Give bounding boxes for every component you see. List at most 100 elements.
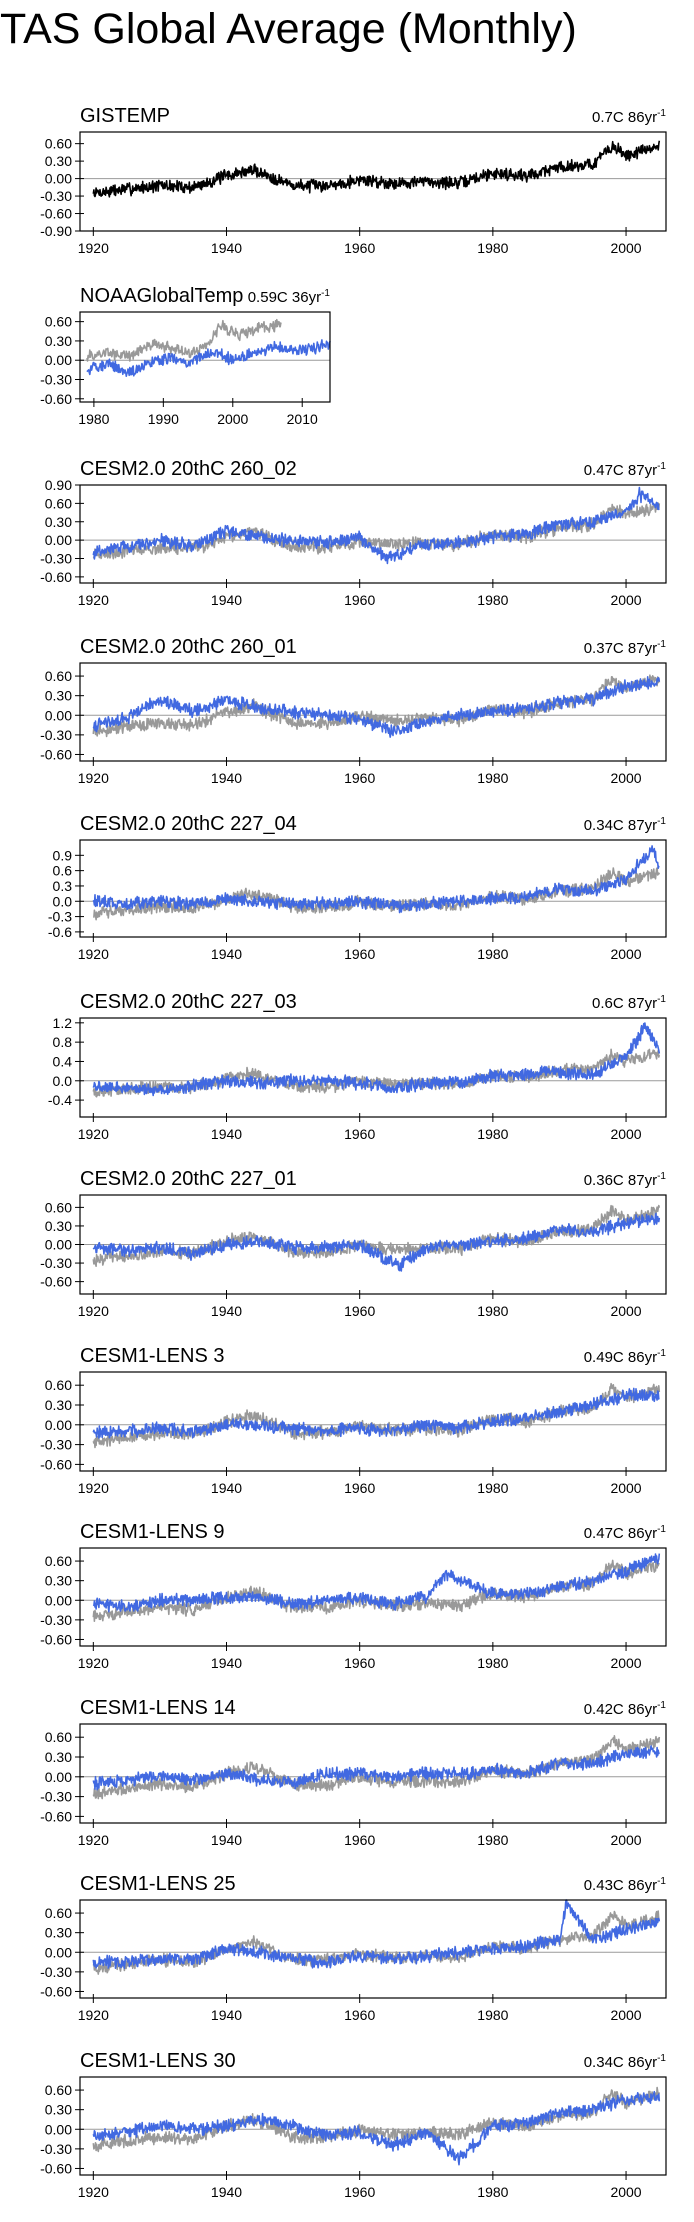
x-tick-label: 1920 — [78, 2007, 109, 2023]
x-tick-label: 1980 — [477, 770, 508, 786]
trend-value: 0.6C 87yr — [592, 995, 657, 1012]
y-tick-label: 0.0 — [53, 1073, 73, 1089]
trend-label: 0.36C 87yr-1 — [584, 1171, 667, 1189]
panel-11: CESM1-LENS 25 0.43C 86yr-1 0.60 0.30 0.00 -0.… — [40, 1873, 667, 2023]
plot-frame — [79, 839, 667, 938]
y-tick-label: -0.30 — [40, 1437, 72, 1453]
y-tick-label: 0.60 — [45, 1199, 72, 1215]
model-series-line — [92, 1899, 661, 1970]
x-tick-label: 1960 — [344, 1126, 375, 1142]
trend-label: 0.34C 86yr-1 — [584, 2053, 667, 2071]
x-tick-label: 1940 — [211, 1303, 242, 1319]
plot-frame — [79, 1017, 667, 1118]
panel-title: CESM2.0 20thC 260_02 — [80, 458, 297, 480]
x-tick-label: 1960 — [344, 2184, 375, 2200]
panel-title: CESM1-LENS 9 — [80, 1521, 225, 1543]
panel-8: CESM1-LENS 3 0.49C 86yr-1 0.60 0.30 0.00 -0.3… — [40, 1345, 667, 1496]
plot-frame — [79, 1723, 667, 1824]
trend-exponent: -1 — [321, 288, 330, 299]
x-tick-label: 2000 — [610, 2184, 641, 2200]
plot-frame — [79, 1371, 667, 1472]
y-tick-label: 0.30 — [45, 2102, 72, 2118]
y-tick-label: 0.60 — [45, 1553, 72, 1569]
y-tick-label: 0.60 — [45, 1377, 72, 1393]
y-tick-label: -0.60 — [40, 569, 72, 585]
model-series-line — [92, 1387, 660, 1439]
model-series-line — [92, 486, 660, 565]
trend-exponent: -1 — [657, 1348, 666, 1359]
x-tick-label: 2000 — [610, 1832, 641, 1848]
x-tick-label: 1920 — [78, 240, 109, 256]
figure-title: TAS Global Average (Monthly) — [0, 5, 577, 53]
panel-title: CESM2.0 20thC 227_01 — [80, 1168, 297, 1190]
panel-title: CESM1-LENS 3 — [80, 1345, 225, 1367]
y-tick-label: 0.30 — [45, 1925, 72, 1941]
panel-title: NOAAGlobalTemp — [80, 285, 243, 307]
x-tick-label: 1980 — [477, 946, 508, 962]
trend-value: 0.42C 86yr — [584, 1701, 657, 1718]
x-tick-label: 1940 — [211, 770, 242, 786]
x-tick-label: 2000 — [610, 240, 641, 256]
model-series-line — [92, 675, 661, 738]
x-tick-label: 1960 — [344, 240, 375, 256]
y-tick-label: 0.30 — [45, 1573, 72, 1589]
y-tick-label: -0.30 — [40, 551, 72, 567]
y-tick-label: 0.00 — [45, 2121, 72, 2137]
plot-frame — [79, 662, 667, 762]
y-tick-label: -0.30 — [40, 1612, 72, 1628]
x-tick-label: 2000 — [610, 1126, 641, 1142]
plot-frame — [79, 1547, 667, 1647]
y-tick-label: -0.30 — [40, 2141, 72, 2157]
plot-frame — [79, 2076, 667, 2176]
x-tick-label: 1920 — [78, 770, 109, 786]
observed-series-line — [92, 1910, 660, 1975]
x-tick-label: 1940 — [211, 2184, 242, 2200]
x-tick-label: 1960 — [344, 2007, 375, 2023]
y-tick-label: -0.60 — [40, 1808, 72, 1824]
panel-4: CESM2.0 20thC 260_01 0.37C 87yr-1 0.60 0.30… — [40, 636, 667, 786]
panel-title: CESM2.0 20thC 227_03 — [80, 991, 297, 1013]
x-tick-label: 2000 — [610, 770, 641, 786]
trend-exponent: -1 — [657, 1524, 666, 1535]
y-tick-label: 0.9 — [53, 847, 73, 863]
x-tick-label: 1980 — [477, 1480, 508, 1496]
panel-title: CESM1-LENS 30 — [80, 2050, 236, 2072]
x-tick-label: 1980 — [477, 1655, 508, 1671]
trend-value: 0.49C 86yr — [584, 1349, 657, 1366]
y-tick-label: 0.60 — [45, 1905, 72, 1921]
trend-value: 0.43C 86yr — [584, 1877, 657, 1894]
trend-label: 0.7C 86yr-1 — [592, 108, 666, 126]
trend-exponent: -1 — [657, 816, 666, 827]
trend-value: 0.7C 86yr — [592, 109, 657, 126]
y-tick-label: 0.00 — [45, 352, 72, 368]
observed-series-line — [92, 2086, 661, 2153]
model-series-line — [92, 1745, 661, 1791]
y-tick-label: 0.60 — [45, 314, 72, 330]
y-tick-label: -0.30 — [40, 372, 72, 388]
x-tick-label: 1920 — [78, 2184, 109, 2200]
y-tick-label: 0.60 — [45, 1729, 72, 1745]
y-tick-label: 0.30 — [45, 333, 72, 349]
y-tick-label: -0.60 — [40, 1456, 72, 1472]
panel-7: CESM2.0 20thC 227_01 0.36C 87yr-1 0.60 0.30… — [40, 1168, 667, 1319]
trend-exponent: -1 — [657, 639, 666, 650]
y-tick-label: 0.00 — [45, 1592, 72, 1608]
y-tick-label: 0.00 — [45, 707, 72, 723]
panel-3: CESM2.0 20thC 260_02 0.47C 87yr-1 0.90 0.60… — [40, 458, 667, 608]
x-tick-label: 2000 — [610, 592, 641, 608]
y-tick-label: 0.90 — [45, 477, 72, 493]
y-tick-label: 0.00 — [45, 532, 72, 548]
plot-frame — [79, 131, 667, 232]
x-tick-label: 1940 — [211, 1480, 242, 1496]
trend-label: 0.42C 86yr-1 — [584, 1700, 667, 1718]
x-tick-label: 1940 — [211, 592, 242, 608]
y-tick-label: -0.30 — [40, 1789, 72, 1805]
panel-title: CESM1-LENS 25 — [80, 1873, 236, 1895]
trend-exponent: -1 — [657, 994, 666, 1005]
trend-label: 0.47C 87yr-1 — [584, 461, 667, 479]
trend-exponent: -1 — [657, 2053, 666, 2064]
panel-5: CESM2.0 20thC 227_04 0.34C 87yr-10.90.60.… — [48, 813, 667, 962]
x-tick-label: 1980 — [477, 592, 508, 608]
x-tick-label: 1920 — [78, 1126, 109, 1142]
x-tick-label: 2000 — [610, 1480, 641, 1496]
